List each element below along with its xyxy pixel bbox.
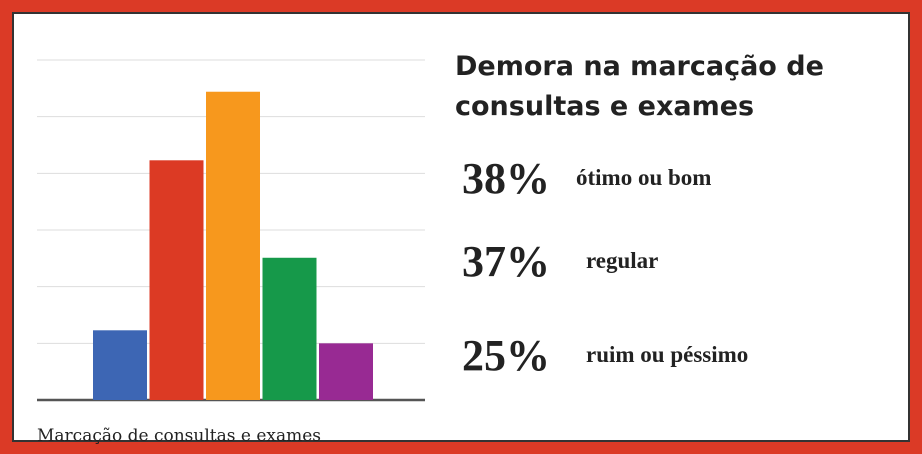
bar	[93, 330, 147, 400]
panel-title-line: consultas e exames	[455, 91, 754, 122]
panel-title-line: Demora na marcação de	[455, 51, 824, 82]
stat-label: ruim ou péssimo	[586, 342, 748, 367]
bar	[149, 160, 204, 400]
stat-value: 25%	[462, 331, 550, 380]
stat-value: 38%	[462, 154, 550, 203]
bar	[206, 91, 260, 400]
bar	[262, 257, 317, 400]
bar	[319, 343, 373, 400]
chart-caption: Marcação de consultas e exames	[37, 426, 321, 446]
panel-title: Demora na marcação de consultas e exames	[455, 51, 833, 122]
stat-value: 37%	[462, 237, 550, 286]
stat-label: ótimo ou bom	[576, 165, 711, 190]
stat-label: regular	[586, 248, 658, 273]
